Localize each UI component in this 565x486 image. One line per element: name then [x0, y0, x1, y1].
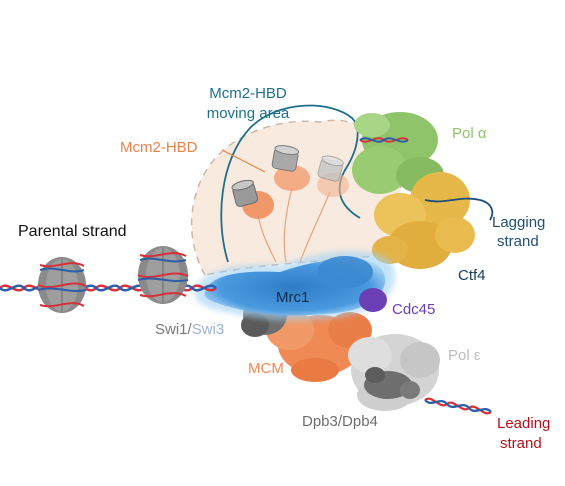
histone-cylinder-icon	[231, 145, 344, 207]
mcm	[266, 310, 372, 382]
label-ctf4: Ctf4	[458, 267, 486, 284]
label-lagging-line1: Lagging	[492, 214, 545, 231]
label-moving-area-line1: Mcm2-HBD	[209, 85, 287, 102]
label-lagging-line2: strand	[497, 233, 539, 250]
mcm2-hbd-leader-line	[221, 149, 266, 173]
dpb3-dpb4	[364, 367, 420, 399]
label-swi1-swi3: Swi1/Swi3	[155, 321, 224, 338]
label-slash: /	[188, 321, 193, 338]
label-dpb3-dpb4: Dpb3/Dpb4	[302, 413, 378, 430]
nucleosome-icon	[137, 246, 189, 304]
mrc1	[194, 250, 395, 321]
pol-alpha	[352, 112, 444, 194]
label-swi3: Swi3	[192, 321, 225, 338]
label-swi1: Swi1	[155, 321, 188, 338]
leading-dna	[424, 397, 492, 415]
lagging-strand-line	[424, 197, 494, 221]
label-moving-area-line2: moving area	[207, 105, 290, 122]
label-cdc45: Cdc45	[392, 301, 435, 318]
ctf4	[372, 172, 475, 269]
label-parental-strand: Parental strand	[18, 223, 127, 240]
mcm2-hbd-tethers	[257, 187, 331, 263]
label-mcm2-hbd: Mcm2-HBD	[120, 139, 198, 156]
dna-double-helix-icon	[359, 137, 409, 143]
nucleosome-icon	[37, 257, 87, 313]
cdc45	[359, 288, 387, 312]
label-leading-line1: Leading	[497, 415, 550, 432]
label-pol-epsilon: Pol ε	[448, 347, 481, 364]
label-mcm: MCM	[248, 360, 284, 377]
label-mrc1: Mrc1	[276, 289, 309, 306]
label-leading-line2: strand	[500, 435, 542, 452]
label-pol-alpha: Pol α	[452, 125, 487, 142]
mcm2-hbd-domains	[242, 165, 349, 219]
